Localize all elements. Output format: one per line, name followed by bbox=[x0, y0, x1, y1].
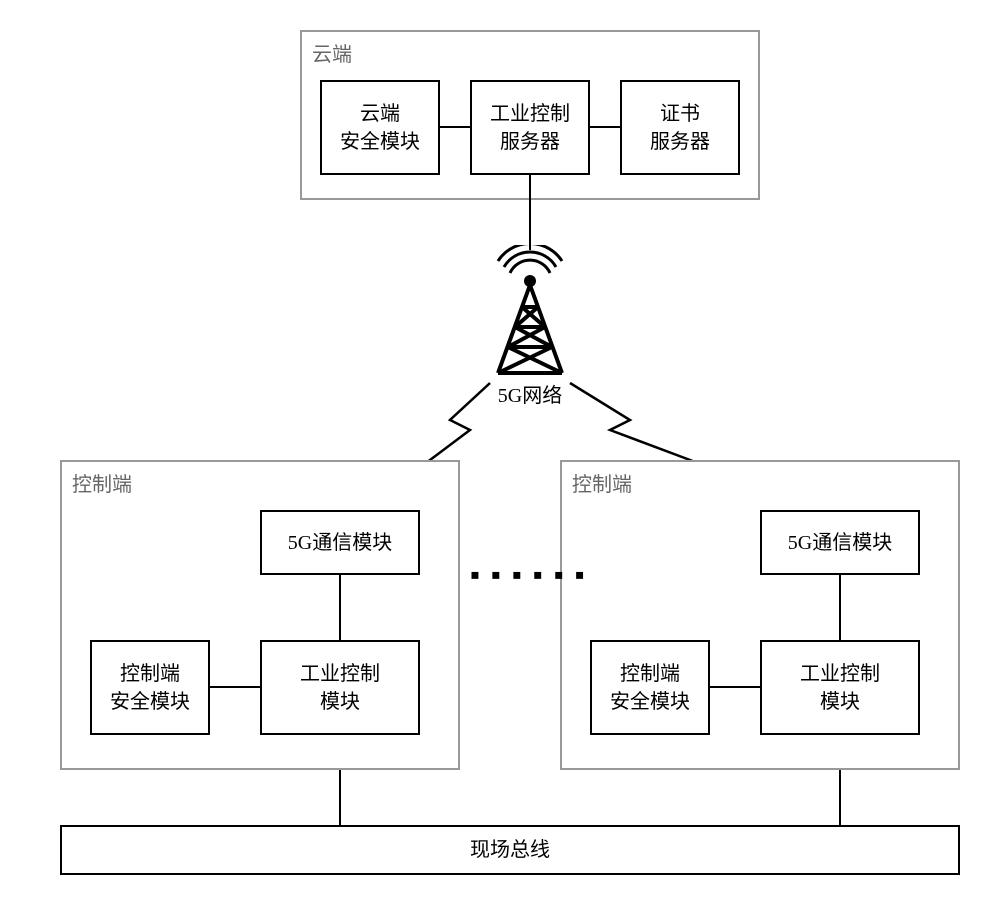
conn-right-5g-to-industrial bbox=[839, 575, 841, 640]
right-security-label: 控制端 安全模块 bbox=[610, 660, 690, 716]
left-5g-comm-label: 5G通信模块 bbox=[288, 529, 392, 557]
conn-server-to-cert bbox=[590, 126, 620, 128]
conn-left-5g-to-industrial bbox=[339, 575, 341, 640]
tower-icon: 5G网络 bbox=[460, 245, 600, 408]
cloud-security-module: 云端 安全模块 bbox=[320, 80, 440, 175]
conn-left-to-bus bbox=[339, 770, 341, 825]
tower-label: 5G网络 bbox=[498, 379, 562, 408]
left-security-label: 控制端 安全模块 bbox=[110, 660, 190, 716]
conn-right-to-bus bbox=[839, 770, 841, 825]
left-security-module: 控制端 安全模块 bbox=[90, 640, 210, 735]
conn-cloud-sec-to-server bbox=[440, 126, 470, 128]
right-industrial-module: 工业控制 模块 bbox=[760, 640, 920, 735]
control-terminal-left-label: 控制端 bbox=[72, 468, 132, 497]
cloud-security-label: 云端 安全模块 bbox=[340, 100, 420, 156]
conn-right-sec-to-industrial bbox=[710, 686, 760, 688]
certificate-server: 证书 服务器 bbox=[620, 80, 740, 175]
cloud-group-label: 云端 bbox=[312, 38, 352, 67]
right-industrial-label: 工业控制 模块 bbox=[800, 660, 880, 716]
certificate-server-label: 证书 服务器 bbox=[650, 100, 710, 156]
field-bus-label: 现场总线 bbox=[470, 836, 550, 864]
industrial-control-server-label: 工业控制 服务器 bbox=[490, 100, 570, 156]
ellipsis-icon: ▪ ▪ ▪ ▪ ▪ ▪ bbox=[470, 560, 587, 592]
left-industrial-label: 工业控制 模块 bbox=[300, 660, 380, 716]
left-5g-comm-module: 5G通信模块 bbox=[260, 510, 420, 575]
control-terminal-right-label: 控制端 bbox=[572, 468, 632, 497]
field-bus: 现场总线 bbox=[60, 825, 960, 875]
right-5g-comm-module: 5G通信模块 bbox=[760, 510, 920, 575]
conn-left-sec-to-industrial bbox=[210, 686, 260, 688]
industrial-control-server: 工业控制 服务器 bbox=[470, 80, 590, 175]
diagram-canvas: 云端 云端 安全模块 工业控制 服务器 证书 服务器 bbox=[0, 0, 1000, 900]
right-5g-comm-label: 5G通信模块 bbox=[788, 529, 892, 557]
conn-server-to-tower bbox=[529, 175, 531, 250]
right-security-module: 控制端 安全模块 bbox=[590, 640, 710, 735]
left-industrial-module: 工业控制 模块 bbox=[260, 640, 420, 735]
